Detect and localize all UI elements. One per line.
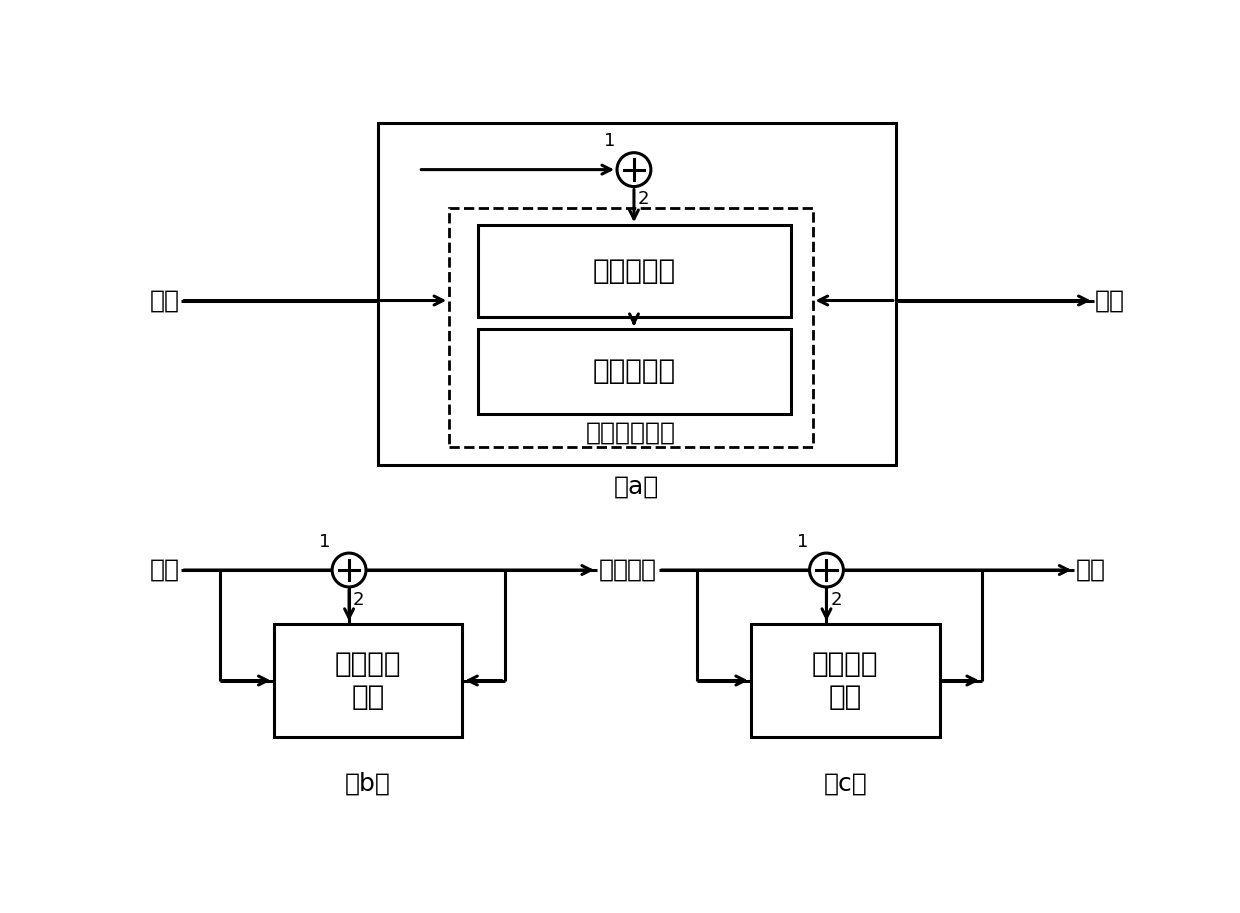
Bar — [477, 226, 791, 318]
Circle shape — [332, 553, 366, 587]
Text: 自适应滤波器: 自适应滤波器 — [585, 421, 676, 445]
Text: 自适应滤
波器: 自适应滤 波器 — [812, 650, 879, 710]
Text: 输出: 输出 — [599, 558, 629, 582]
Text: 自适应滤
波器: 自适应滤 波器 — [335, 650, 402, 710]
Circle shape — [618, 152, 651, 186]
Text: 1: 1 — [604, 132, 615, 151]
Text: 自适应算法: 自适应算法 — [593, 357, 676, 385]
Text: 2: 2 — [637, 191, 650, 208]
Text: （c）: （c） — [823, 771, 867, 795]
Text: 2: 2 — [831, 591, 842, 609]
Text: （b）: （b） — [345, 771, 391, 795]
Text: 输出: 输出 — [1076, 558, 1106, 582]
Text: 输入: 输入 — [150, 558, 180, 582]
Bar — [274, 624, 463, 737]
Text: 1: 1 — [319, 533, 331, 551]
Text: 输出: 输出 — [1095, 289, 1125, 312]
Text: 数字滤波器: 数字滤波器 — [593, 257, 676, 285]
Text: 输入: 输入 — [627, 558, 657, 582]
Text: 1: 1 — [796, 533, 808, 551]
Bar — [751, 624, 940, 737]
Text: 2: 2 — [353, 591, 365, 609]
Bar — [449, 208, 812, 446]
Circle shape — [810, 553, 843, 587]
Text: （a）: （a） — [614, 475, 660, 498]
Bar — [377, 123, 895, 466]
Text: 输入: 输入 — [150, 289, 180, 312]
Bar — [477, 329, 791, 414]
